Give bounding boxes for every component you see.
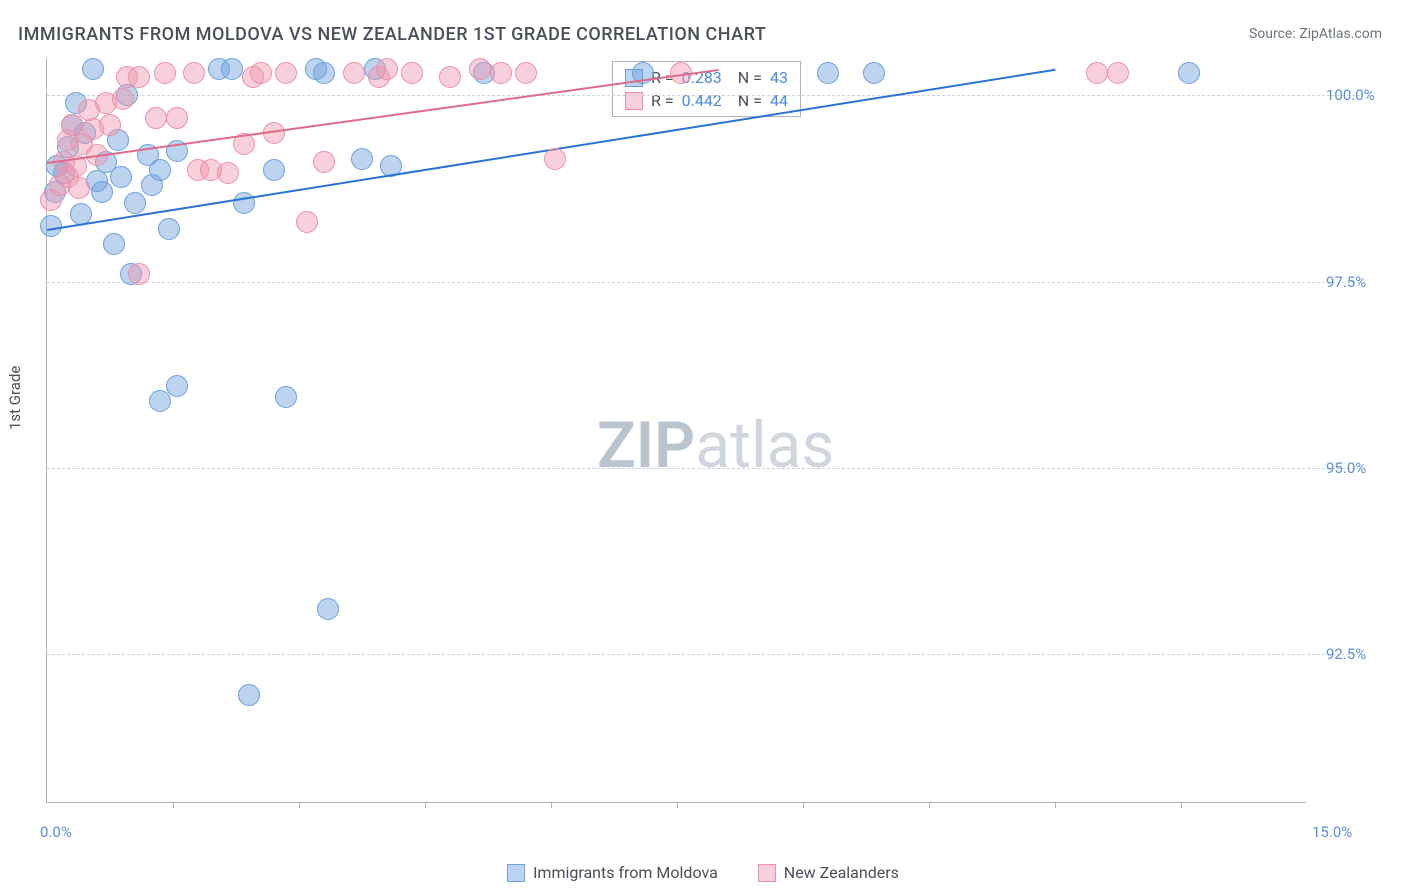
data-point-moldova	[238, 684, 260, 706]
legend-swatch-moldova	[507, 864, 525, 882]
y-tick-label: 92.5%	[1326, 645, 1386, 663]
data-point-moldova	[221, 58, 243, 80]
data-point-moldova	[149, 390, 171, 412]
gridline	[47, 468, 1360, 469]
gridline	[47, 654, 1360, 655]
watermark: ZIPatlas	[597, 408, 834, 483]
y-tick-label: 95.0%	[1326, 459, 1386, 477]
data-point-nz	[250, 62, 272, 84]
source-credit: Source: ZipAtlas.com	[1249, 26, 1382, 42]
data-point-moldova	[166, 375, 188, 397]
scatter-chart: ZIPatlas R =0.283N =43R =0.442N =44 100.…	[46, 58, 1306, 803]
watermark-left: ZIP	[597, 408, 695, 483]
data-point-nz	[68, 177, 90, 199]
data-point-moldova	[124, 192, 146, 214]
data-point-moldova	[110, 166, 132, 188]
y-tick-label: 100.0%	[1326, 86, 1386, 104]
data-point-nz	[401, 62, 423, 84]
data-point-moldova	[82, 58, 104, 80]
x-axis-max-label: 15.0%	[1312, 823, 1352, 841]
data-point-moldova	[351, 148, 373, 170]
data-point-nz	[183, 62, 205, 84]
gridline	[47, 282, 1360, 283]
stats-n-label: N =	[738, 91, 762, 110]
x-tick-mark	[173, 802, 174, 808]
legend-label-nz: New Zealanders	[784, 863, 899, 882]
stats-r-label: R =	[651, 91, 674, 110]
data-point-moldova	[317, 598, 339, 620]
x-tick-mark	[1181, 802, 1182, 808]
stats-n-value: 44	[770, 91, 788, 110]
data-point-nz	[217, 162, 239, 184]
data-point-moldova	[158, 218, 180, 240]
watermark-right: atlas	[695, 408, 834, 483]
y-axis-label: 1st Grade	[6, 366, 24, 430]
legend-swatch-nz	[758, 864, 776, 882]
data-point-nz	[544, 148, 566, 170]
data-point-nz	[490, 62, 512, 84]
data-point-moldova	[103, 233, 125, 255]
data-point-nz	[376, 58, 398, 80]
data-point-moldova	[263, 159, 285, 181]
x-axis-min-label: 0.0%	[40, 823, 72, 841]
source-name: ZipAtlas.com	[1299, 26, 1382, 42]
data-point-moldova	[275, 386, 297, 408]
stats-n-value: 43	[770, 68, 788, 87]
series-legend: Immigrants from Moldova New Zealanders	[0, 863, 1406, 882]
data-point-moldova	[313, 62, 335, 84]
data-point-nz	[145, 107, 167, 129]
legend-label-moldova: Immigrants from Moldova	[533, 863, 718, 882]
source-prefix: Source:	[1249, 26, 1299, 42]
data-point-moldova	[1178, 62, 1200, 84]
gridline	[47, 95, 1360, 96]
data-point-nz	[296, 211, 318, 233]
data-point-moldova	[863, 62, 885, 84]
data-point-nz	[99, 114, 121, 136]
legend-item-moldova: Immigrants from Moldova	[507, 863, 718, 882]
stats-row-nz: R = 0.442 N = 44	[621, 89, 792, 112]
data-point-nz	[515, 62, 537, 84]
x-tick-mark	[551, 802, 552, 808]
data-point-nz	[1107, 62, 1129, 84]
data-point-moldova	[817, 62, 839, 84]
chart-title: IMMIGRANTS FROM MOLDOVA VS NEW ZEALANDER…	[18, 24, 766, 45]
x-tick-mark	[299, 802, 300, 808]
stats-swatch-nz	[625, 92, 643, 110]
data-point-moldova	[40, 215, 62, 237]
data-point-nz	[154, 62, 176, 84]
x-tick-mark	[677, 802, 678, 808]
chart-container: IMMIGRANTS FROM MOLDOVA VS NEW ZEALANDER…	[0, 0, 1406, 892]
data-point-nz	[313, 151, 335, 173]
stats-r-value: 0.442	[682, 91, 722, 110]
x-tick-mark	[425, 802, 426, 808]
data-point-nz	[128, 263, 150, 285]
y-tick-label: 97.5%	[1326, 273, 1386, 291]
x-tick-mark	[803, 802, 804, 808]
x-tick-mark	[1055, 802, 1056, 808]
data-point-nz	[343, 62, 365, 84]
data-point-nz	[128, 66, 150, 88]
data-point-nz	[112, 88, 134, 110]
data-point-moldova	[149, 159, 171, 181]
data-point-nz	[469, 58, 491, 80]
data-point-nz	[1086, 62, 1108, 84]
data-point-nz	[166, 107, 188, 129]
x-tick-mark	[929, 802, 930, 808]
data-point-moldova	[91, 181, 113, 203]
data-point-nz	[275, 62, 297, 84]
stats-n-label: N =	[738, 68, 762, 87]
data-point-nz	[439, 66, 461, 88]
legend-item-nz: New Zealanders	[758, 863, 899, 882]
